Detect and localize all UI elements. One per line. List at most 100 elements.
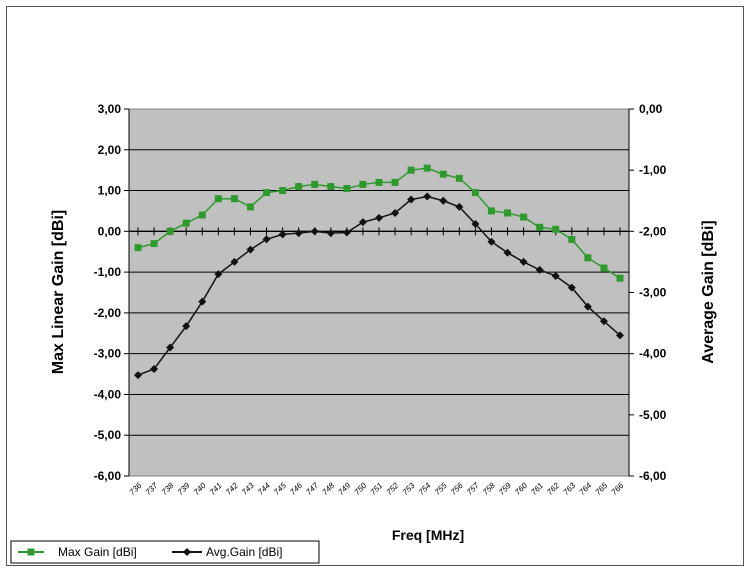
y-left-tick-label: -1,00 <box>94 265 122 279</box>
max-gain-point <box>600 264 608 272</box>
avg-gain-point <box>198 297 207 306</box>
max-gain-point <box>214 195 222 203</box>
plot-area <box>128 108 630 477</box>
avg-gain-point <box>342 228 351 237</box>
y-right-tick-label: -2,00 <box>639 224 667 238</box>
x-tick-label: 752 <box>385 481 401 497</box>
x-tick-label: 749 <box>336 481 352 497</box>
series-layer <box>134 164 624 380</box>
avg-gain-point <box>166 343 175 352</box>
max-gain-point <box>230 195 238 203</box>
y-left-tick-label: -4,00 <box>94 387 122 401</box>
y-right-tick-label: -3,00 <box>639 286 667 300</box>
max-gain-point <box>471 189 479 197</box>
max-gain-point <box>391 178 399 186</box>
legend-avg-gain-label: Avg.Gain [dBi] <box>206 545 283 559</box>
legend-max-gain-label: Max Gain [dBi] <box>58 545 137 559</box>
series-max-gain <box>134 164 624 282</box>
avg-gain-point <box>407 195 416 204</box>
y-right-tick-label: -6,00 <box>639 469 667 483</box>
avg-gain-point <box>616 331 624 340</box>
x-tick-label: 761 <box>529 481 545 497</box>
x-tick-label: 743 <box>240 481 256 497</box>
max-gain-point <box>487 207 495 215</box>
max-gain-point <box>359 180 367 188</box>
avg-gain-point <box>310 227 319 236</box>
legend-box <box>10 540 320 564</box>
max-gain-point <box>616 274 624 282</box>
max-gain-point <box>311 180 319 188</box>
max-gain-point <box>520 213 528 221</box>
y-right-tick-label: 0,00 <box>639 102 663 116</box>
max-gain-point <box>150 240 158 248</box>
y-left-tick-label: -6,00 <box>94 469 122 483</box>
y-axis-left-title: Max Linear Gain [dBi] <box>50 210 67 374</box>
max-gain-point <box>182 219 190 227</box>
avg-gain-point <box>150 364 159 373</box>
avg-gain-point <box>230 257 239 266</box>
y-left-tick-label: -2,00 <box>94 306 122 320</box>
avg-gain-point <box>487 237 496 246</box>
x-tick-label: 737 <box>144 481 160 497</box>
avg-gain-point <box>503 248 512 257</box>
legend: Max Gain [dBi] Avg.Gain [dBi] <box>10 540 320 564</box>
avg-gain-point <box>567 283 576 292</box>
legend-max-gain-marker <box>27 548 35 556</box>
avg-gain-point <box>551 271 560 280</box>
x-tick-label: 765 <box>594 481 610 497</box>
avg-gain-point <box>519 257 528 266</box>
avg-gain-point <box>326 229 335 238</box>
x-tick-label: 757 <box>465 481 481 497</box>
max-gain-point <box>407 166 415 174</box>
x-tick-label: 755 <box>433 481 449 497</box>
y-axis-right-title: Average Gain [dBi] <box>700 220 717 363</box>
x-tick-label: 742 <box>224 481 240 497</box>
x-tick-label: 754 <box>417 481 433 497</box>
max-gain-point <box>327 182 335 190</box>
avg-gain-point <box>375 213 383 222</box>
max-gain-point <box>455 174 463 182</box>
x-tick-label: 760 <box>513 481 529 497</box>
y-left-tick-label: -3,00 <box>94 347 122 361</box>
max-gain-point <box>568 235 576 243</box>
avg-gain-point <box>262 235 271 244</box>
max-gain-point <box>295 182 303 190</box>
y-left-tick-label: -5,00 <box>94 428 122 442</box>
x-tick-label: 739 <box>176 481 192 497</box>
avg-gain-point <box>391 208 400 217</box>
y-right-tick-label: -4,00 <box>639 347 667 361</box>
avg-gain-point <box>455 202 464 211</box>
max-gain-point <box>279 187 287 195</box>
x-tick-label: 747 <box>304 481 320 497</box>
y-right-tick-label: -5,00 <box>639 408 667 422</box>
x-tick-label: 766 <box>610 481 626 497</box>
avg-gain-point <box>278 230 287 239</box>
avg-gain-point <box>182 322 191 331</box>
x-tick-label: 744 <box>256 481 272 497</box>
max-gain-point <box>423 164 431 172</box>
max-gain-point <box>166 227 174 235</box>
x-tick-label: 759 <box>497 481 513 497</box>
x-tick-label: 756 <box>449 481 465 497</box>
max-gain-point <box>584 254 592 262</box>
max-gain-point <box>375 178 383 186</box>
avg-gain-point <box>471 219 480 228</box>
x-tick-label: 753 <box>401 481 417 497</box>
x-tick-label: 741 <box>208 481 224 497</box>
y-right-tick-label: -1,00 <box>639 163 667 177</box>
x-tick-label: 764 <box>577 481 593 497</box>
x-tick-label: 750 <box>353 481 369 497</box>
avg-gain-point <box>583 302 592 311</box>
y-left-tick-label: 3,00 <box>98 102 122 116</box>
avg-gain-point <box>423 192 432 201</box>
avg-gain-point <box>439 196 448 205</box>
avg-gain-point <box>535 265 544 274</box>
max-gain-point <box>134 244 142 252</box>
x-tick-label: 763 <box>561 481 577 497</box>
x-tick-label: 746 <box>288 481 304 497</box>
x-tick-label: 751 <box>369 481 385 497</box>
x-axis-title: Freq [MHz] <box>392 527 464 543</box>
max-gain-point <box>504 209 512 217</box>
axes <box>124 108 634 477</box>
